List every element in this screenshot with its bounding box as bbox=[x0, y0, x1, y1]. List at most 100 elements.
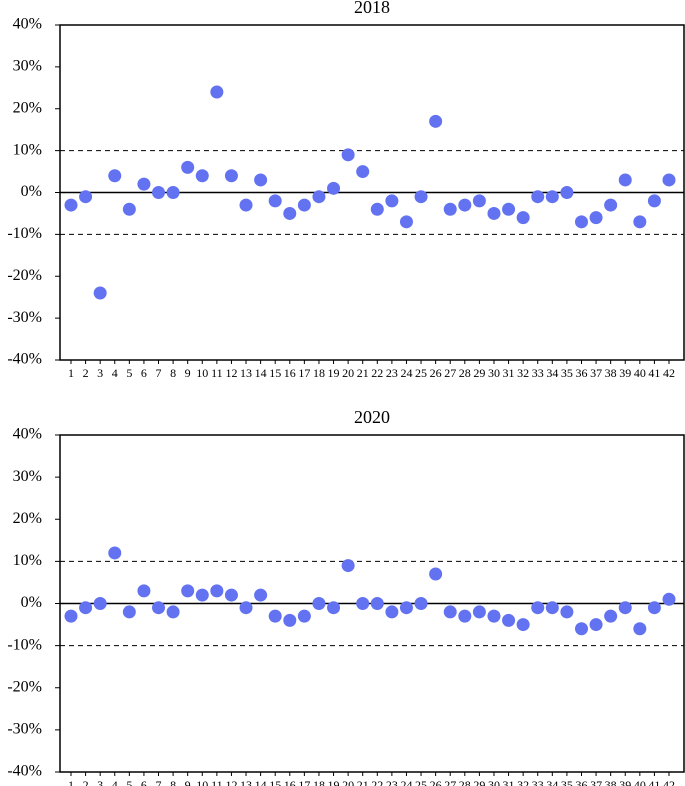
point bbox=[356, 165, 370, 179]
point bbox=[560, 605, 574, 619]
point bbox=[633, 215, 647, 229]
point bbox=[79, 601, 93, 615]
y-tick-label: -20% bbox=[7, 267, 42, 284]
point bbox=[414, 190, 428, 204]
x-tick-label: 22 bbox=[371, 778, 383, 786]
x-tick-label: 27 bbox=[444, 778, 456, 786]
x-tick-label: 21 bbox=[357, 778, 369, 786]
point bbox=[152, 601, 166, 615]
point bbox=[662, 592, 676, 606]
x-tick-label: 32 bbox=[517, 778, 529, 786]
point bbox=[370, 597, 384, 610]
point bbox=[589, 211, 603, 225]
x-tick-label: 34 bbox=[546, 778, 558, 786]
point bbox=[385, 194, 399, 208]
point bbox=[64, 198, 78, 212]
x-tick-label: 35 bbox=[561, 778, 573, 786]
x-tick-label: 31 bbox=[503, 778, 515, 786]
point bbox=[414, 597, 428, 610]
x-tick-label: 2 bbox=[83, 366, 89, 380]
x-tick-label: 3 bbox=[97, 366, 103, 380]
x-tick-label: 29 bbox=[473, 778, 485, 786]
point bbox=[502, 202, 516, 216]
point bbox=[166, 186, 180, 199]
x-tick-label: 8 bbox=[170, 366, 176, 380]
point bbox=[429, 114, 443, 128]
point bbox=[108, 546, 122, 560]
x-tick-label: 32 bbox=[517, 366, 529, 380]
x-tick-label: 41 bbox=[648, 778, 660, 786]
x-tick-label: 14 bbox=[255, 366, 267, 380]
point bbox=[166, 605, 180, 619]
point bbox=[574, 215, 588, 229]
x-tick-label: 1 bbox=[68, 778, 74, 786]
x-tick-label: 5 bbox=[126, 366, 132, 380]
x-tick-label: 36 bbox=[575, 366, 587, 380]
y-tick-label: 30% bbox=[13, 468, 42, 485]
x-tick-label: 3 bbox=[97, 778, 103, 786]
x-tick-label: 28 bbox=[459, 366, 471, 380]
point bbox=[545, 190, 559, 204]
x-tick-label: 12 bbox=[225, 366, 237, 380]
point bbox=[152, 186, 166, 199]
x-tick-label: 37 bbox=[590, 778, 602, 786]
x-tick-label: 12 bbox=[225, 778, 237, 786]
point bbox=[618, 601, 632, 615]
x-tick-label: 15 bbox=[269, 778, 281, 786]
x-tick-label: 39 bbox=[619, 366, 631, 380]
x-tick-label: 11 bbox=[211, 778, 223, 786]
y-tick-label: 40% bbox=[13, 426, 42, 443]
y-tick-label: -40% bbox=[7, 763, 42, 780]
x-tick-label: 7 bbox=[156, 778, 162, 786]
point bbox=[604, 198, 618, 212]
x-tick-label: 17 bbox=[298, 778, 310, 786]
point bbox=[297, 198, 311, 212]
x-tick-label: 16 bbox=[284, 778, 296, 786]
y-tick-label: 0% bbox=[21, 183, 42, 200]
point bbox=[647, 601, 661, 615]
x-tick-label: 25 bbox=[415, 366, 427, 380]
point bbox=[472, 194, 486, 208]
x-tick-label: 39 bbox=[619, 778, 631, 786]
point bbox=[181, 160, 195, 174]
x-tick-label: 36 bbox=[575, 778, 587, 786]
point bbox=[93, 286, 107, 300]
point bbox=[604, 609, 618, 623]
x-tick-label: 10 bbox=[196, 366, 208, 380]
y-tick-label: -20% bbox=[7, 678, 42, 695]
point bbox=[458, 198, 472, 212]
point bbox=[327, 181, 341, 195]
x-tick-label: 11 bbox=[211, 366, 223, 380]
x-tick-label: 13 bbox=[240, 366, 252, 380]
x-tick-label: 21 bbox=[357, 366, 369, 380]
point bbox=[268, 194, 282, 208]
x-tick-label: 34 bbox=[546, 366, 558, 380]
x-tick-label: 42 bbox=[663, 778, 675, 786]
y-tick-label: -10% bbox=[7, 225, 42, 242]
point bbox=[64, 609, 78, 623]
x-tick-label: 4 bbox=[112, 778, 118, 786]
point bbox=[399, 215, 413, 229]
point bbox=[429, 567, 443, 581]
x-tick-label: 24 bbox=[400, 366, 412, 380]
x-tick-label: 40 bbox=[634, 366, 646, 380]
point bbox=[181, 584, 195, 598]
point bbox=[297, 609, 311, 623]
x-tick-label: 10 bbox=[196, 778, 208, 786]
x-tick-label: 9 bbox=[185, 366, 191, 380]
y-tick-label: -10% bbox=[7, 636, 42, 653]
point bbox=[254, 173, 268, 187]
point bbox=[647, 194, 661, 208]
x-tick-label: 19 bbox=[328, 366, 340, 380]
point bbox=[239, 601, 253, 615]
x-tick-label: 23 bbox=[386, 366, 398, 380]
point bbox=[224, 588, 238, 602]
point bbox=[239, 198, 253, 212]
point bbox=[385, 605, 399, 619]
y-tick-label: -30% bbox=[7, 309, 42, 326]
point bbox=[487, 206, 501, 220]
x-tick-label: 25 bbox=[415, 778, 427, 786]
x-tick-label: 1 bbox=[68, 366, 74, 380]
point bbox=[516, 618, 530, 632]
x-tick-label: 20 bbox=[342, 778, 354, 786]
